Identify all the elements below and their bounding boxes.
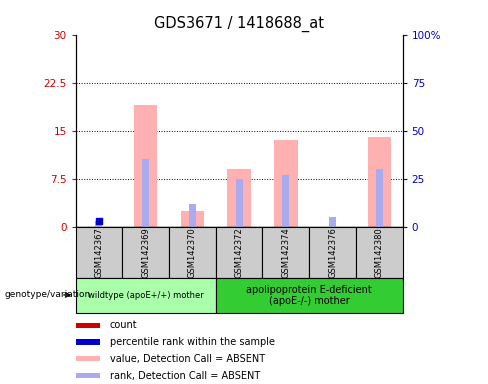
Bar [274,140,298,227]
Bar [227,169,251,227]
Text: GSM142376: GSM142376 [328,227,337,278]
Text: GSM142370: GSM142370 [188,227,197,278]
Bar [134,105,157,227]
Bar [376,169,383,227]
Bar [169,227,216,278]
Title: GDS3671 / 1418688_at: GDS3671 / 1418688_at [154,16,324,32]
Bar [236,179,243,227]
Bar [76,323,100,328]
Bar [263,227,309,278]
Text: rank, Detection Call = ABSENT: rank, Detection Call = ABSENT [110,371,260,381]
Bar [181,210,204,227]
Text: genotype/variation: genotype/variation [5,290,91,300]
Text: GSM142372: GSM142372 [235,227,244,278]
Text: GSM142374: GSM142374 [281,227,290,278]
Bar [76,356,100,361]
Bar [76,278,216,313]
Bar [96,222,102,227]
Bar [309,227,356,278]
Text: GSM142369: GSM142369 [141,227,150,278]
Bar [76,339,100,345]
Bar [367,137,391,227]
Bar [216,278,403,313]
Text: GSM142380: GSM142380 [375,227,384,278]
Bar [76,227,122,278]
Bar [216,227,263,278]
Bar [122,227,169,278]
Text: GSM142367: GSM142367 [95,227,103,278]
Text: value, Detection Call = ABSENT: value, Detection Call = ABSENT [110,354,265,364]
Text: wildtype (apoE+/+) mother: wildtype (apoE+/+) mother [88,291,203,300]
Bar [329,217,336,227]
Point [95,218,103,225]
Bar [189,204,196,227]
Text: percentile rank within the sample: percentile rank within the sample [110,337,275,347]
Bar [76,373,100,378]
Bar [142,159,149,227]
Bar [356,227,403,278]
Text: apolipoprotein E-deficient
(apoE-/-) mother: apolipoprotein E-deficient (apoE-/-) mot… [246,285,372,306]
Text: count: count [110,320,137,330]
Bar [283,175,289,227]
